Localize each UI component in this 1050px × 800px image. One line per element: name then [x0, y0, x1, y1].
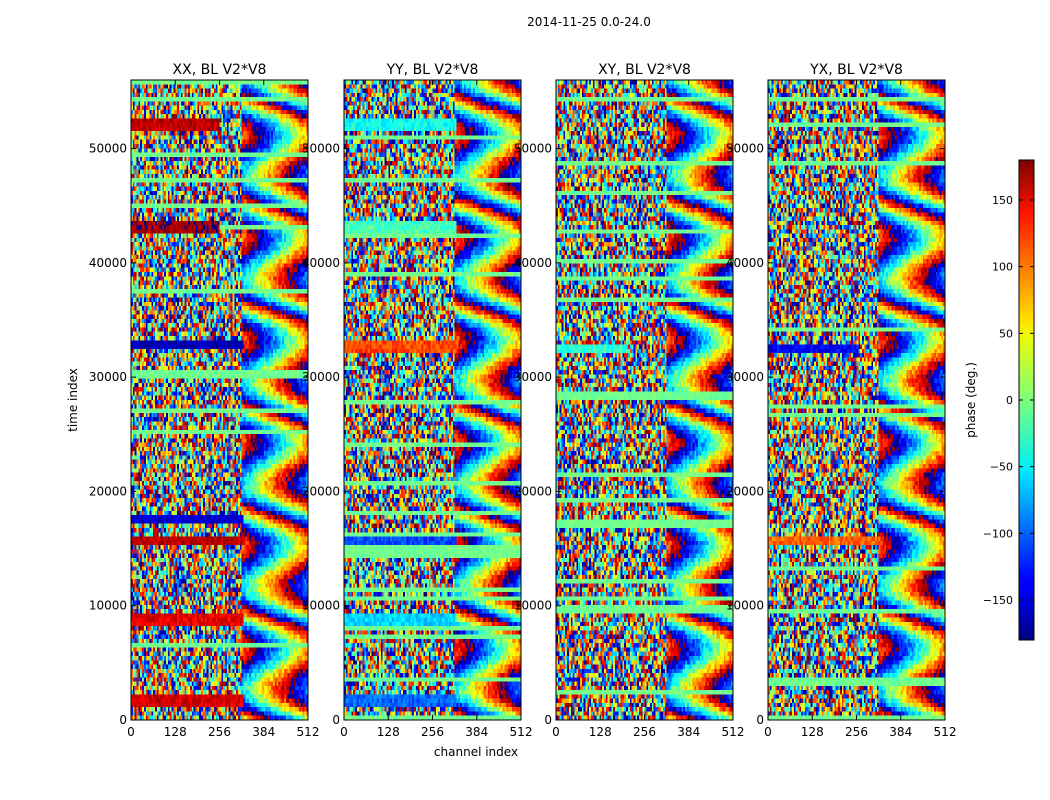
figure-title: 2014-11-25 0.0-24.0	[527, 15, 651, 29]
colorbar-label: phase (deg.)	[964, 362, 978, 438]
colorbar: 150 100 50 0 −50 −100 −150 phase (deg.)	[964, 159, 1035, 641]
x-tick-label: 0	[552, 725, 560, 739]
x-tick-label: 128	[801, 725, 824, 739]
y-tick-label: 20000	[514, 484, 552, 498]
x-tick-label: 512	[722, 725, 745, 739]
y-tick-label: 10000	[89, 599, 127, 613]
heatmap-panel: XY, BL V2*V8 0 128 256 384 512 0 10000 20000 3000…	[514, 62, 745, 739]
heatmap-panel: YX, BL V2*V8 0 128 256 384 512 0 10000 20000 3000…	[726, 62, 957, 739]
heatmap-image	[344, 80, 521, 720]
heatmap-panels: XX, BL V2*V8 0 128 256 384 512 0 10000 20000 3000…	[89, 62, 957, 739]
x-tick-label: 512	[297, 725, 320, 739]
x-tick-label: 0	[127, 725, 135, 739]
panel-title: XY, BL V2*V8	[598, 62, 691, 78]
colorbar-tick-label: −50	[990, 461, 1013, 474]
x-tick-label: 384	[889, 725, 912, 739]
y-tick-label: 0	[119, 713, 127, 727]
y-tick-label: 10000	[514, 599, 552, 613]
y-tick-label: 20000	[89, 484, 127, 498]
y-tick-label: 0	[332, 713, 340, 727]
heatmap-image	[131, 80, 308, 720]
y-tick-label: 20000	[302, 484, 340, 498]
colorbar-tick-label: 100	[992, 261, 1013, 274]
x-tick-label: 128	[589, 725, 612, 739]
y-axis-label: time index	[66, 368, 80, 432]
y-tick-label: 0	[544, 713, 552, 727]
x-tick-label: 256	[208, 725, 231, 739]
x-tick-label: 0	[340, 725, 348, 739]
y-tick-label: 30000	[302, 370, 340, 384]
y-tick-label: 50000	[89, 142, 127, 156]
colorbar-tick-label: 150	[992, 194, 1013, 207]
colorbar-tick-label: −100	[983, 527, 1013, 540]
y-tick-label: 20000	[726, 484, 764, 498]
y-tick-label: 30000	[726, 370, 764, 384]
x-tick-label: 384	[252, 725, 275, 739]
panel-title: XX, BL V2*V8	[173, 62, 267, 78]
y-tick-label: 50000	[514, 142, 552, 156]
heatmap-image	[556, 80, 733, 720]
x-tick-label: 512	[510, 725, 533, 739]
x-tick-label: 256	[845, 725, 868, 739]
x-tick-label: 512	[934, 725, 957, 739]
y-tick-label: 50000	[726, 142, 764, 156]
x-tick-label: 384	[465, 725, 488, 739]
y-tick-label: 40000	[89, 256, 127, 270]
y-tick-label: 10000	[726, 599, 764, 613]
y-tick-label: 40000	[514, 256, 552, 270]
x-tick-label: 128	[377, 725, 400, 739]
x-axis-label: channel index	[434, 745, 518, 759]
y-tick-label: 30000	[89, 370, 127, 384]
heatmap-panel: YY, BL V2*V8 0 128 256 384 512 0 10000 20000 3000…	[302, 62, 533, 739]
heatmap-image	[768, 80, 945, 720]
panel-title: YX, BL V2*V8	[809, 62, 903, 78]
y-tick-label: 30000	[514, 370, 552, 384]
heatmap-panel: XX, BL V2*V8 0 128 256 384 512 0 10000 20000 3000…	[89, 62, 320, 739]
colorbar-tick-label: 50	[999, 327, 1013, 340]
x-tick-label: 256	[421, 725, 444, 739]
y-tick-label: 40000	[302, 256, 340, 270]
colorbar-tick-label: 0	[1006, 394, 1013, 407]
x-tick-label: 384	[677, 725, 700, 739]
y-tick-label: 50000	[302, 142, 340, 156]
panel-title: YY, BL V2*V8	[386, 62, 479, 78]
y-tick-label: 0	[756, 713, 764, 727]
colorbar-ticks: 150 100 50 0 −50 −100 −150	[983, 194, 1034, 607]
x-tick-label: 128	[164, 725, 187, 739]
y-tick-label: 40000	[726, 256, 764, 270]
x-tick-label: 256	[633, 725, 656, 739]
colorbar-tick-label: −150	[983, 594, 1013, 607]
x-tick-label: 0	[764, 725, 772, 739]
y-tick-label: 10000	[302, 599, 340, 613]
